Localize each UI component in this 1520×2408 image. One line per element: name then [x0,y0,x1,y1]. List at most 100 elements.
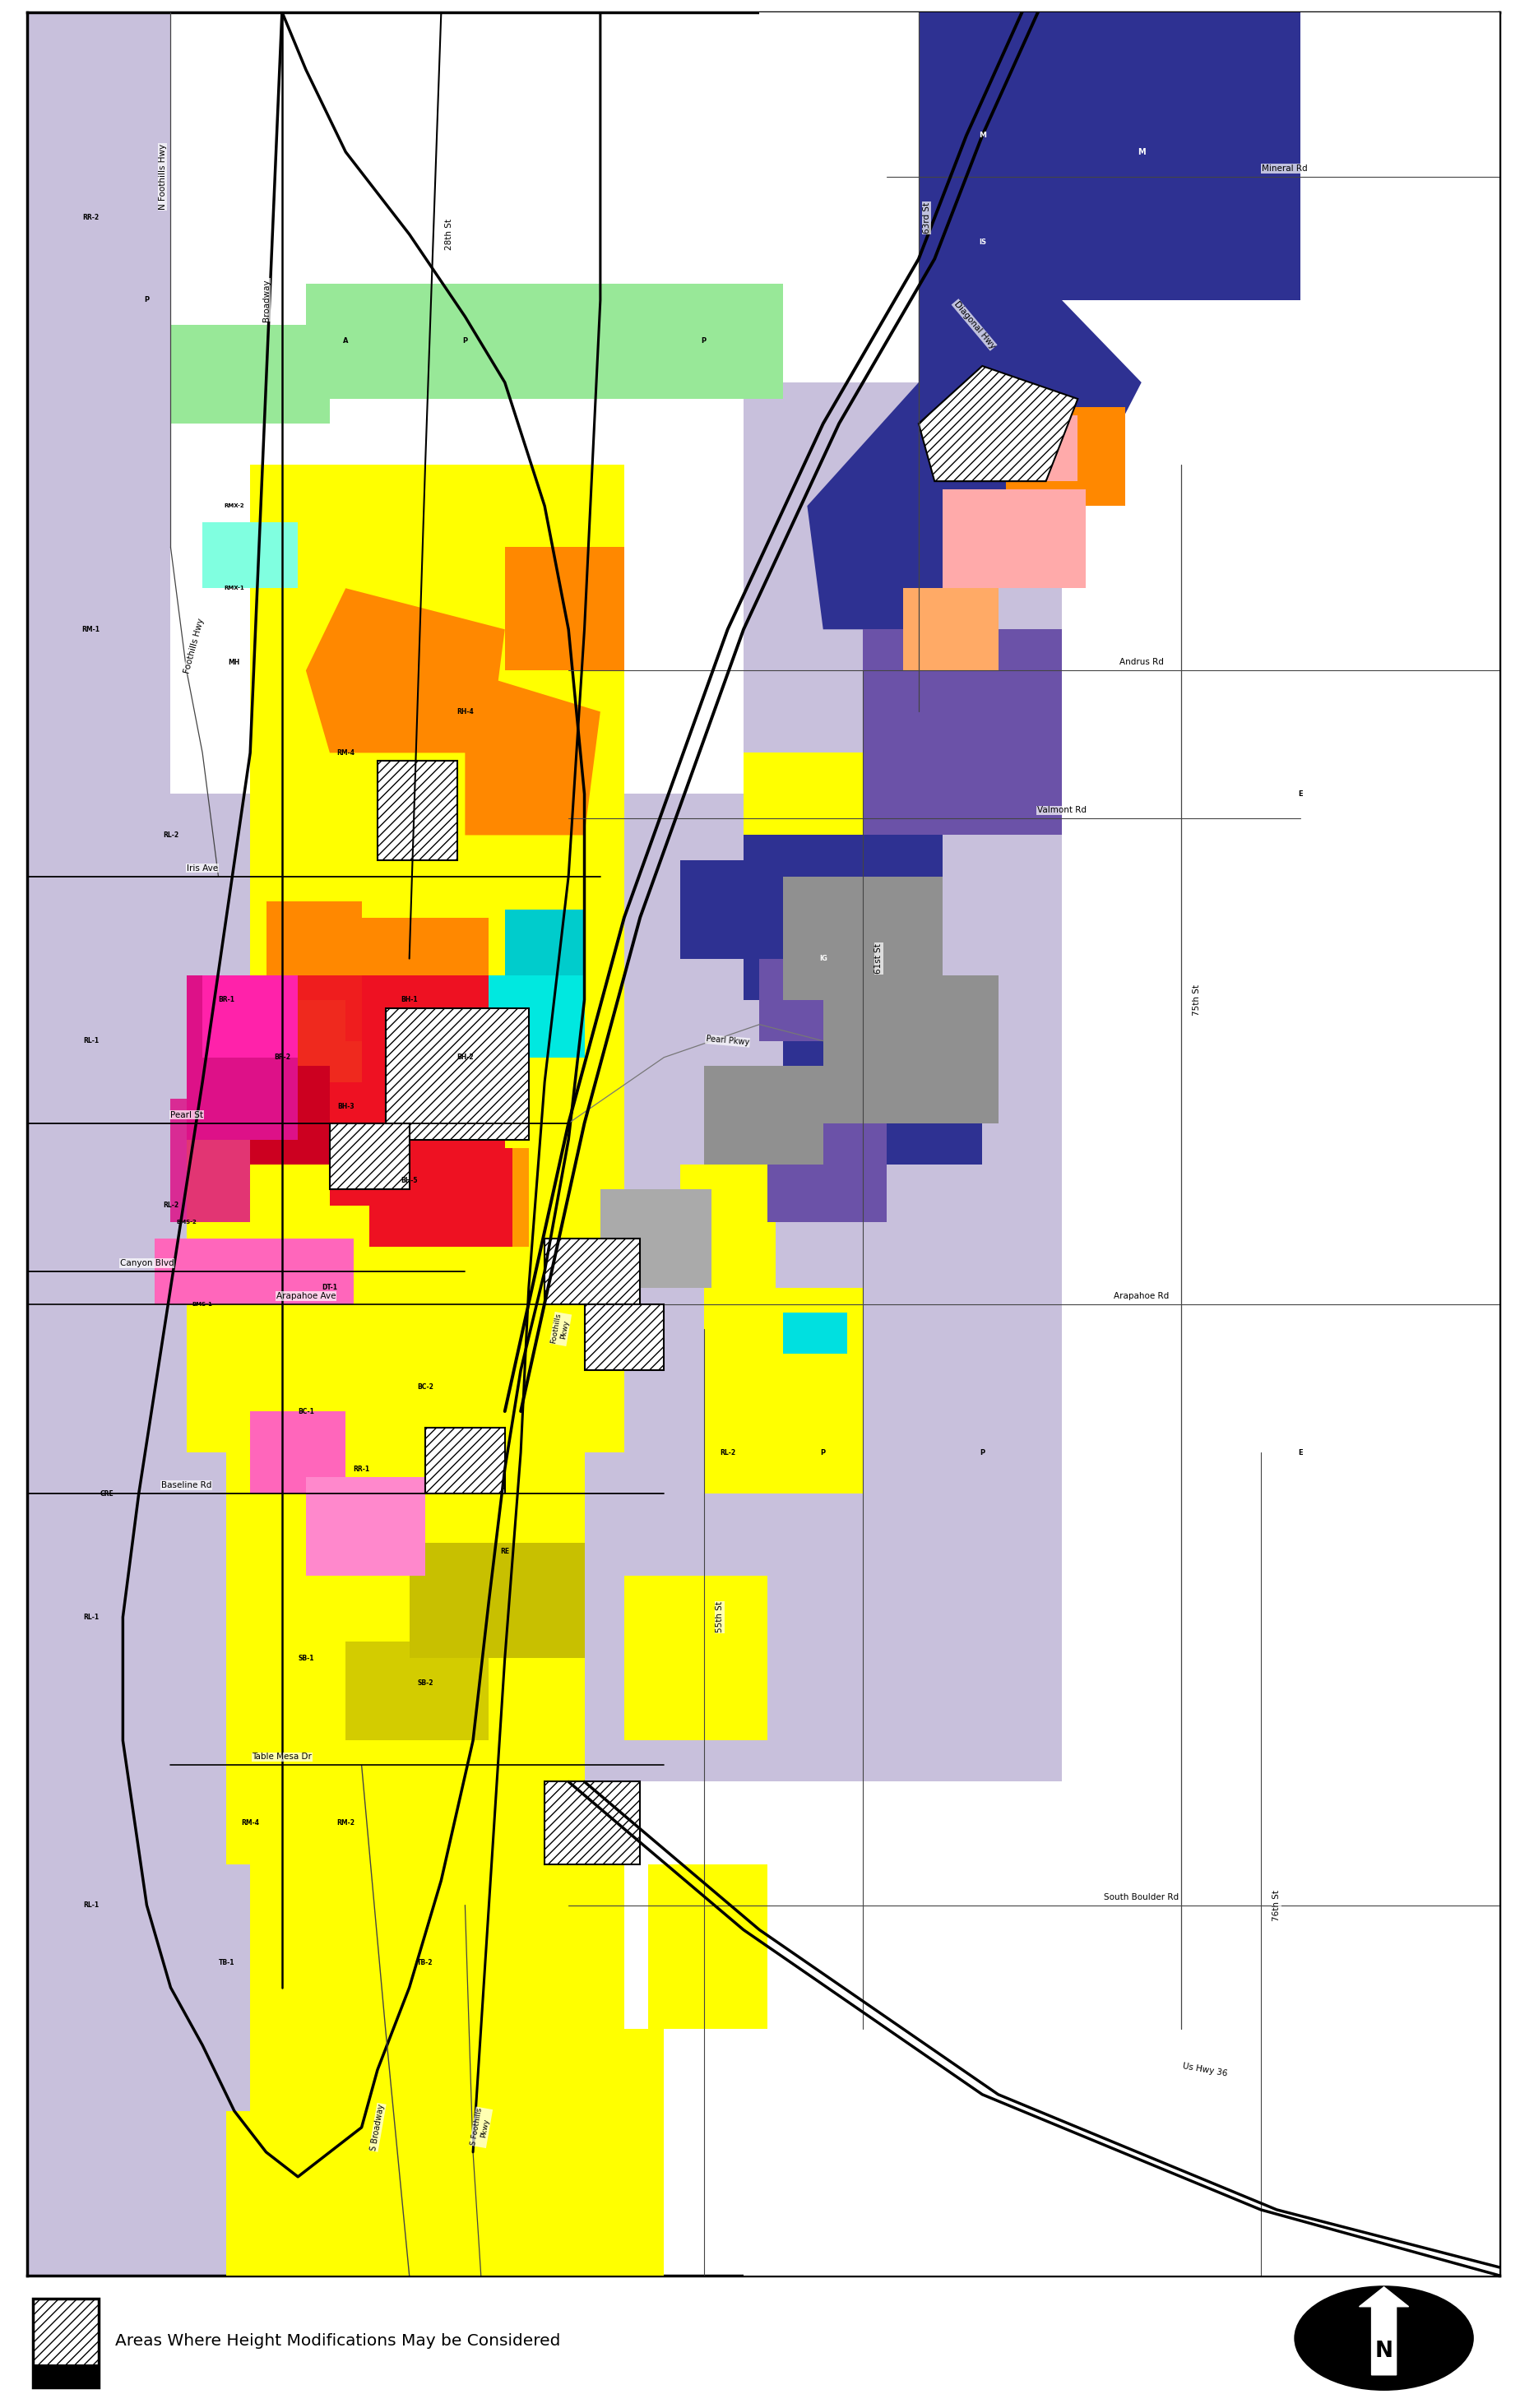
Text: DT-1: DT-1 [322,1283,337,1291]
Bar [170,1098,251,1221]
Bar [743,1782,1061,2276]
Bar [187,975,298,1139]
Bar [170,325,330,424]
Text: Canyon Blvd: Canyon Blvd [120,1259,173,1267]
Bar [600,1190,711,1288]
Bar [965,414,1078,482]
Text: Foothills Hwy: Foothills Hwy [182,616,205,674]
Bar [942,489,1085,588]
Text: RMX-1: RMX-1 [223,585,245,590]
Text: RH-4: RH-4 [456,708,473,715]
Bar [330,1081,505,1206]
Polygon shape [27,12,170,795]
Bar [505,547,623,669]
Polygon shape [465,669,600,836]
Bar [251,1067,330,1165]
Text: M: M [1137,147,1145,157]
Bar [33,2365,99,2386]
Text: M: M [977,132,985,140]
Polygon shape [743,836,942,999]
Polygon shape [918,366,1078,482]
Text: P: P [462,337,467,344]
Text: RM-1: RM-1 [82,626,100,633]
Text: P: P [701,337,705,344]
Text: RE: RE [500,1548,509,1556]
Text: N: N [1374,2341,1392,2362]
Bar [822,975,997,1122]
Text: RM-4: RM-4 [242,1818,258,1828]
Text: E: E [1298,1450,1303,1457]
Polygon shape [918,301,1142,506]
Text: BH-3: BH-3 [337,1103,354,1110]
Text: P: P [979,1450,985,1457]
Text: Areas Where Height Modifications May be Considered: Areas Where Height Modifications May be … [116,2333,559,2348]
Text: S Broadway: S Broadway [369,2105,386,2150]
Text: 76th St: 76th St [1272,1890,1280,1922]
Polygon shape [1061,12,1499,628]
Bar [306,284,783,400]
Text: RM-2: RM-2 [336,1818,354,1828]
Text: 61st St: 61st St [874,944,883,973]
Text: BR-1: BR-1 [217,997,234,1004]
Polygon shape [1142,628,1499,1288]
Bar [488,975,584,1057]
Text: E: E [1298,790,1303,797]
Polygon shape [544,795,743,1288]
Polygon shape [743,301,1061,628]
Text: 63rd St: 63rd St [923,202,930,234]
Text: Andrus Rd: Andrus Rd [1119,657,1163,667]
Polygon shape [758,958,903,1040]
Text: BMS-1: BMS-1 [192,1303,213,1308]
Text: TB-2: TB-2 [416,1960,433,1967]
Bar [1061,1782,1499,2276]
Bar [281,975,377,1122]
Bar [679,1165,775,1288]
Bar [783,877,942,999]
Text: Baseline Rd: Baseline Rd [161,1481,211,1491]
Bar [155,1238,354,1305]
Text: MH: MH [228,657,240,667]
Text: N Foothills Hwy: N Foothills Hwy [158,144,167,209]
Text: Pearl St: Pearl St [170,1110,202,1120]
Bar [1061,12,1499,795]
Text: BH-5: BH-5 [401,1178,418,1185]
Text: Table Mesa Dr: Table Mesa Dr [252,1753,312,1760]
Bar [768,1074,886,1221]
Polygon shape [743,628,1142,1288]
Bar [1006,407,1125,506]
Text: IS: IS [977,238,985,246]
Bar [704,1067,822,1165]
Bar [345,1642,488,1741]
Text: Arapahoe Ave: Arapahoe Ave [277,1293,336,1300]
Bar [33,2300,99,2386]
Polygon shape [807,383,1021,628]
Text: RL-2: RL-2 [163,1202,178,1209]
Bar [426,1428,505,1493]
Polygon shape [266,1782,623,2276]
FancyArrow shape [1359,2288,1408,2374]
Text: South Boulder Rd: South Boulder Rd [1104,1893,1178,1900]
Text: RL-1: RL-1 [84,1038,99,1045]
Text: BH-2: BH-2 [456,1055,473,1062]
Bar [251,1411,345,1493]
Bar [345,917,488,1040]
Text: CRE: CRE [100,1491,114,1498]
Text: RL-2: RL-2 [163,831,178,838]
Bar [202,975,298,1057]
Bar [202,523,298,588]
Polygon shape [251,1864,623,2276]
Text: P: P [144,296,149,303]
Bar [862,628,1061,836]
Polygon shape [170,795,544,1288]
Bar [369,1149,512,1247]
Text: 28th St: 28th St [445,219,453,250]
Text: Foothills
Pkwy: Foothills Pkwy [550,1312,572,1346]
Bar [623,1575,768,1741]
Text: 75th St: 75th St [1192,985,1201,1016]
Text: Broadway: Broadway [261,279,271,320]
Bar [409,1149,529,1247]
Text: SB-2: SB-2 [416,1678,433,1686]
Polygon shape [27,795,226,1534]
Text: RR-1: RR-1 [353,1464,369,1474]
Text: TB-1: TB-1 [219,1960,234,1967]
